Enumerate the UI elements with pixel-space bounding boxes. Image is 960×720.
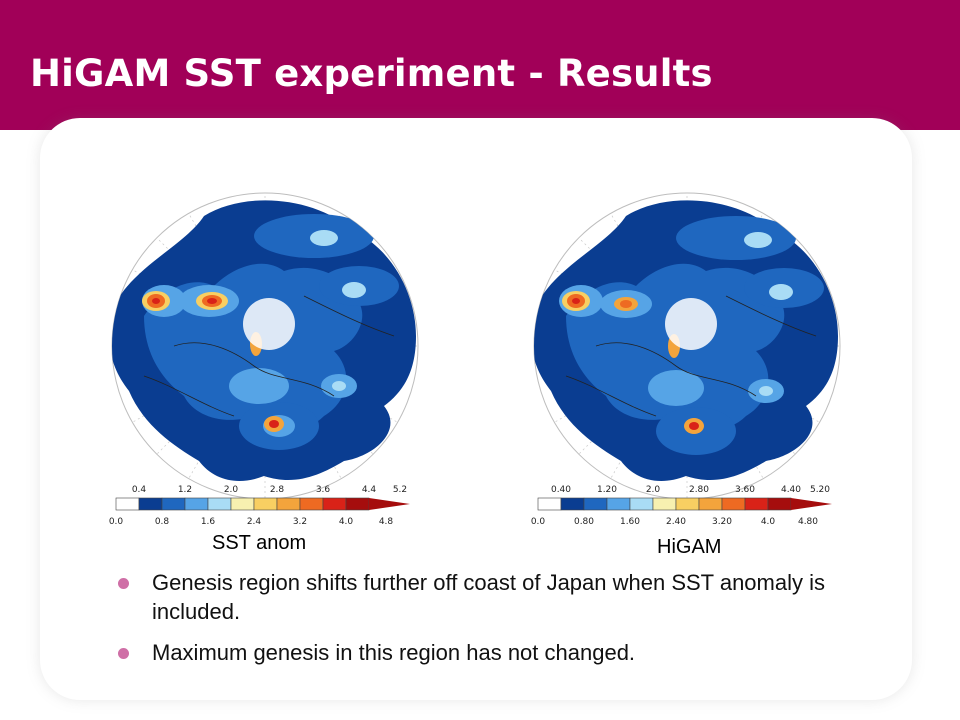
genesis-map-higam: 0.40 1.20 2.0 2.80 3.60 4.40 5.20 0.0 0.… xyxy=(531,192,841,527)
title-bar: HiGAM SST experiment - Results xyxy=(0,0,960,130)
colorbar-swatch xyxy=(322,497,347,511)
slide-title: HiGAM SST experiment - Results xyxy=(30,52,713,95)
colorbar-swatch xyxy=(583,497,608,511)
colorbar-upper-tick: 4.40 xyxy=(781,485,801,495)
colorbar-swatch xyxy=(744,497,769,511)
colorbar-lower-tick: 0.80 xyxy=(574,517,594,527)
map-higam: 0.40 1.20 2.0 2.80 3.60 4.40 5.20 0.0 0.… xyxy=(526,176,848,532)
colorbar-upper-tick: 0.4 xyxy=(132,485,147,495)
colorbar-swatch xyxy=(207,497,232,511)
colorbar-swatch xyxy=(184,497,209,511)
colorbar-arrow xyxy=(369,498,410,510)
colorbar-upper-tick: 1.20 xyxy=(597,485,617,495)
colorbar-swatch xyxy=(115,497,140,511)
colorbar-lower-tick: 2.40 xyxy=(666,517,686,527)
colorbar-lower-tick: 4.0 xyxy=(339,517,354,527)
colorbar-upper-tick: 1.2 xyxy=(178,485,192,495)
colorbar-upper-tick: 0.40 xyxy=(551,485,571,495)
colorbar-swatch xyxy=(276,497,301,511)
bullet-dot-icon xyxy=(118,648,129,659)
colorbar-upper-tick: 3.60 xyxy=(735,485,755,495)
colorbar-lower-tick: 4.0 xyxy=(761,517,776,527)
colorbar-upper-tick: 3.6 xyxy=(316,485,331,495)
colorbar-swatch xyxy=(767,497,792,511)
colorbar-lower-tick: 4.8 xyxy=(379,517,394,527)
colorbar-swatch xyxy=(721,497,746,511)
colorbar-swatch xyxy=(606,497,631,511)
colorbar-arrow xyxy=(791,498,832,510)
colorbar-swatch xyxy=(138,497,163,511)
colorbar-swatch xyxy=(652,497,677,511)
colorbar-swatch xyxy=(675,497,700,511)
colorbar-lower-tick: 0.0 xyxy=(531,517,546,527)
colorbar-lower-tick: 3.2 xyxy=(293,517,307,527)
bullet-list: Genesis region shifts further off coast … xyxy=(118,568,878,679)
colorbar-lower-tick: 1.6 xyxy=(201,517,216,527)
bullet-text: Maximum genesis in this region has not c… xyxy=(152,640,636,665)
colorbar-upper-tick: 2.0 xyxy=(646,485,661,495)
genesis-map-sst-anom: 0.4 1.2 2.0 2.8 3.6 4.4 5.2 0.0 0.8 1.6 … xyxy=(109,192,419,527)
bullet-dot-icon xyxy=(118,578,129,589)
colorbar-swatch xyxy=(537,497,562,511)
colorbar-lower-tick: 0.0 xyxy=(109,517,124,527)
colorbar-swatch xyxy=(299,497,324,511)
map-caption-higam: HiGAM xyxy=(657,536,722,558)
colorbar-upper-tick: 5.20 xyxy=(810,485,830,495)
genesis-density-field xyxy=(534,200,838,481)
colorbar-swatch xyxy=(698,497,723,511)
colorbar-upper-tick: 4.4 xyxy=(362,485,377,495)
colorbar-lower-tick: 1.60 xyxy=(620,517,640,527)
map-sst-anom: 0.4 1.2 2.0 2.8 3.6 4.4 5.2 0.0 0.8 1.6 … xyxy=(104,176,426,532)
colorbar-swatch xyxy=(161,497,186,511)
bullet-item: Genesis region shifts further off coast … xyxy=(118,568,878,626)
genesis-density-field xyxy=(112,200,416,481)
colorbar-swatch xyxy=(345,497,370,511)
colorbar-swatch xyxy=(629,497,654,511)
colorbar-upper-tick: 2.8 xyxy=(270,485,285,495)
bullet-text: Genesis region shifts further off coast … xyxy=(152,570,825,624)
colorbar-lower-tick: 0.8 xyxy=(155,517,170,527)
colorbar-lower-tick: 2.4 xyxy=(247,517,262,527)
colorbar-lower-tick: 4.80 xyxy=(798,517,818,527)
colorbar-upper-tick: 2.80 xyxy=(689,485,709,495)
colorbar-upper-tick: 2.0 xyxy=(224,485,239,495)
colorbar-swatch xyxy=(560,497,585,511)
map-caption-sst-anom: SST anom xyxy=(212,532,307,554)
colorbar-swatch xyxy=(253,497,278,511)
bullet-item: Maximum genesis in this region has not c… xyxy=(118,638,878,667)
colorbar-lower-tick: 3.20 xyxy=(712,517,732,527)
colorbar-swatch xyxy=(230,497,255,511)
colorbar-upper-tick: 5.2 xyxy=(393,485,407,495)
